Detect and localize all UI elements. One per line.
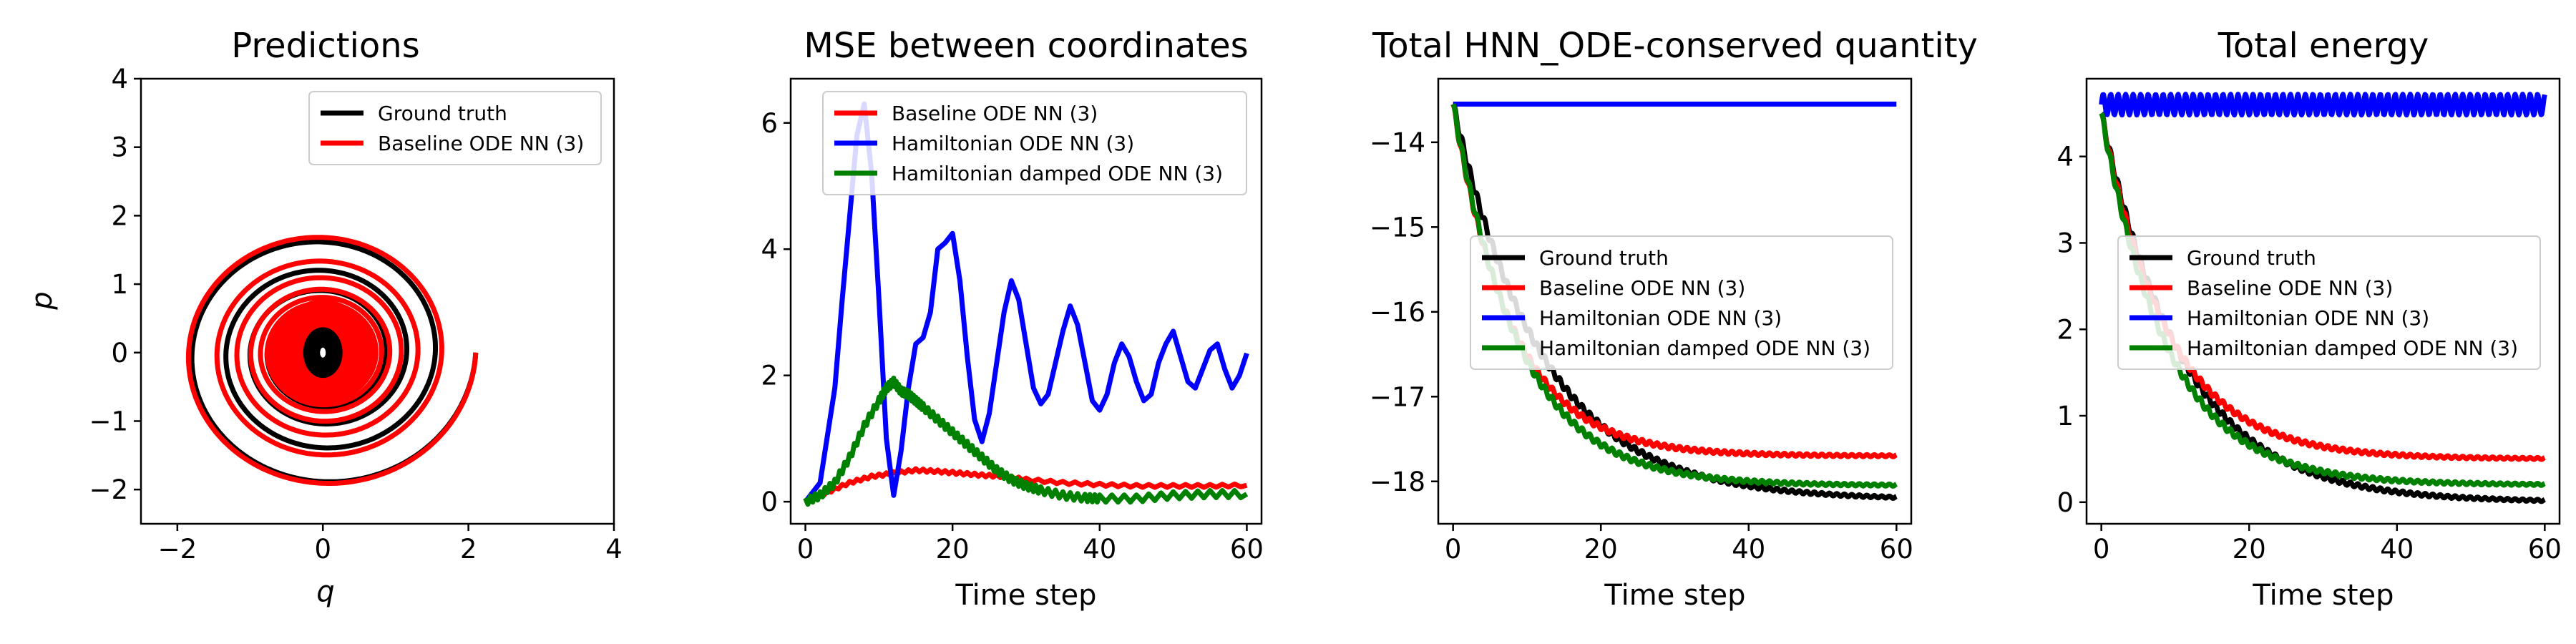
y-tick-label: 4	[2057, 142, 2074, 172]
x-axis-label: q	[316, 575, 334, 608]
legend-label: Ground truth	[2187, 246, 2316, 270]
legend-label: Hamiltonian damped ODE NN (3)	[892, 162, 1223, 185]
legend-label: Hamiltonian ODE NN (3)	[892, 132, 1134, 155]
x-tick-label: 40	[2380, 534, 2414, 565]
x-tick-label: −2	[158, 534, 197, 565]
y-tick-label: 3	[111, 132, 128, 163]
y-tick-label: 2	[2057, 314, 2074, 345]
legend-label: Hamiltonian ODE NN (3)	[2187, 306, 2429, 330]
x-axis-label: Time step	[1604, 579, 1745, 612]
series-line	[803, 376, 1249, 507]
legend-label: Baseline ODE NN (3)	[2187, 276, 2393, 300]
x-axis-label: Time step	[2252, 579, 2394, 612]
y-tick-label: 0	[2057, 487, 2074, 518]
y-tick-label: 0	[111, 338, 128, 369]
legend-box	[1470, 235, 1893, 370]
x-tick-label: 2	[460, 534, 477, 565]
mse-panel: MSE between coordinates Time step 0 20 40 6…	[761, 26, 1264, 612]
chart-title: Predictions	[231, 26, 419, 66]
chart-title: MSE between coordinates	[804, 26, 1248, 66]
chart-title: Total energy	[2218, 26, 2429, 66]
x-tick-label: 20	[1584, 534, 1618, 565]
plot-area	[789, 77, 1263, 525]
y-tick-label: 6	[761, 108, 778, 139]
legend-box	[822, 91, 1247, 195]
x-tick-label: 0	[2093, 534, 2110, 565]
legend-label: Hamiltonian damped ODE NN (3)	[2187, 336, 2518, 360]
hnn-conserved-panel: Total HNN_ODE-conserved quantity Time st…	[1370, 26, 1978, 612]
y-tick-label: −18	[1370, 467, 1425, 497]
series-line	[803, 101, 1249, 504]
x-tick-label: 40	[1083, 534, 1116, 565]
y-tick-label: 1	[2057, 401, 2074, 431]
x-tick-label: 0	[1445, 534, 1462, 565]
legend-label: Baseline ODE NN (3)	[892, 102, 1098, 125]
x-tick-label: 0	[797, 534, 814, 565]
legend-label: Baseline ODE NN (3)	[1539, 276, 1745, 300]
y-tick-label: 0	[761, 487, 778, 517]
y-tick-label: 4	[761, 234, 778, 265]
y-tick-label: 2	[761, 361, 778, 391]
series-line	[804, 466, 1248, 504]
y-axis-label: p	[26, 291, 59, 310]
y-tick-label: −15	[1370, 212, 1425, 243]
plot-area	[2085, 77, 2561, 525]
series-line	[2099, 92, 2547, 118]
y-tick-label: 2	[111, 200, 128, 231]
y-tick-label: −2	[89, 474, 128, 505]
y-tick-label: −1	[89, 406, 128, 436]
x-tick-label: 4	[605, 534, 623, 565]
trajectory-center	[320, 347, 326, 358]
x-tick-label: 60	[1880, 534, 1913, 565]
y-tick-label: 4	[111, 64, 128, 94]
x-axis-label: Time step	[955, 579, 1096, 612]
legend-label: Baseline ODE NN (3)	[378, 132, 584, 155]
plot-area	[140, 77, 615, 525]
legend-label: Hamiltonian ODE NN (3)	[1539, 306, 1782, 330]
x-tick-label: 60	[2528, 534, 2562, 565]
legend-box	[2117, 235, 2541, 370]
legend-label: Ground truth	[378, 102, 507, 125]
total-energy-panel: Total energy Time step 0 20 40 60 0 1 2 3 4 Groun…	[2057, 26, 2561, 612]
y-tick-label: 3	[2057, 228, 2074, 258]
x-tick-label: 0	[314, 534, 331, 565]
y-tick-label: −16	[1370, 297, 1425, 328]
chart-title: Total HNN_ODE-conserved quantity	[1372, 26, 1978, 66]
predictions-panel: Predictions q p −2 0 2 4 −2 −1 0 1 2 3 4 Ground tru…	[26, 26, 623, 608]
legend-label: Ground truth	[1539, 246, 1669, 270]
y-tick-label: −17	[1370, 381, 1425, 412]
plot-area	[1437, 77, 1913, 525]
x-tick-label: 60	[1230, 534, 1264, 565]
x-tick-label: 20	[2233, 534, 2266, 565]
legend-label: Hamiltonian damped ODE NN (3)	[1539, 336, 1870, 360]
series-group	[185, 235, 479, 486]
x-tick-label: 40	[1732, 534, 1765, 565]
y-tick-label: −14	[1370, 127, 1425, 158]
legend-box	[308, 91, 602, 165]
x-tick-label: 20	[936, 534, 970, 565]
y-tick-label: 1	[111, 269, 128, 300]
